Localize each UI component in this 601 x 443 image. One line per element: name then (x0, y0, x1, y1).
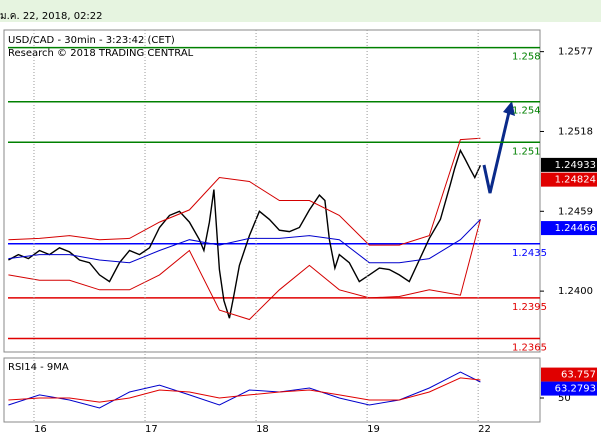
level-label: 1.254 (512, 106, 541, 117)
last-value-box (541, 172, 597, 187)
x-tick-label: 17 (145, 424, 158, 435)
series-line (8, 148, 482, 319)
last-value-box (541, 367, 597, 382)
level-label: 1.2395 (512, 302, 547, 313)
chart-title: USD/CAD - 30min - 3:23:42 (CET) (8, 35, 175, 46)
chart-subtitle: Research © 2018 TRADING CENTRAL (8, 48, 194, 59)
series-line (8, 137, 481, 246)
y-tick-label: 1.2459 (558, 206, 593, 217)
timestamp: ม.ค. 22, 2018, 02:22 (0, 11, 103, 22)
rsi-title: RSI14 - 9MA (8, 362, 69, 373)
last-value-box (541, 381, 597, 396)
level-label: 1.2435 (512, 248, 547, 259)
series-line (8, 377, 481, 403)
last-value-box (541, 157, 597, 172)
x-tick-label: 16 (34, 424, 47, 435)
arrow-head (503, 101, 515, 116)
x-tick-label: 22 (478, 424, 491, 435)
header-bar (0, 0, 601, 22)
last-value-box (541, 221, 597, 236)
level-label: 1.2365 (512, 342, 547, 353)
last-value-label: 63.757 (561, 370, 596, 381)
y-tick-label: 1.2400 (558, 286, 593, 297)
x-tick-label: 19 (367, 424, 380, 435)
level-label: 1.258 (512, 52, 541, 63)
forecast-arrow (482, 111, 511, 194)
series-line (8, 219, 481, 321)
level-label: 1.251 (512, 146, 541, 157)
x-tick-label: 18 (256, 424, 269, 435)
y-tick-label: 1.2518 (558, 126, 593, 137)
rsi-panel (3, 357, 541, 423)
last-value-label: 1.24933 (555, 160, 596, 171)
price-panel (3, 29, 541, 353)
last-value-label: 1.24466 (555, 223, 596, 234)
last-value-label: 63.2793 (555, 384, 596, 395)
y-tick-label: 50 (558, 393, 571, 404)
series-line (8, 219, 481, 264)
last-value-label: 1.24824 (555, 175, 596, 186)
y-tick-label: 1.2577 (558, 47, 593, 58)
series-line (8, 371, 481, 409)
